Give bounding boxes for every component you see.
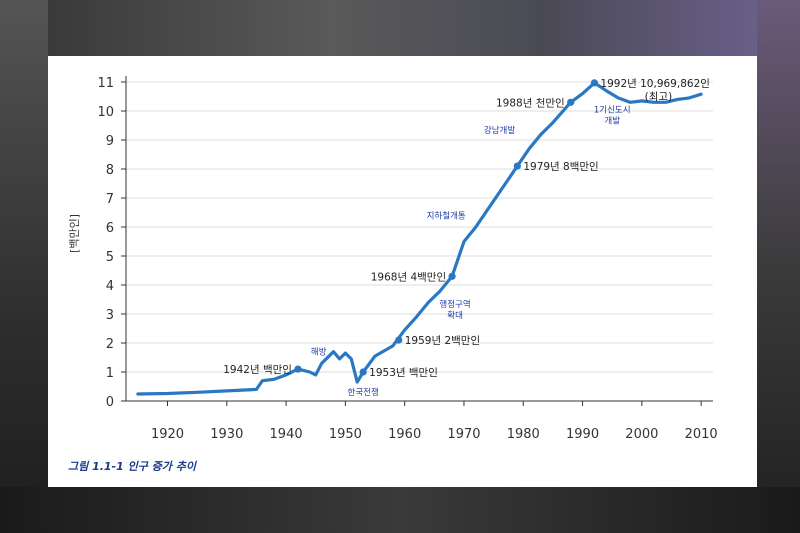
background-top — [48, 0, 757, 56]
background-right — [757, 0, 800, 533]
point-annotation: 1942년 백만인 — [223, 364, 292, 376]
data-point — [395, 336, 403, 344]
x-tick-label: 2000 — [625, 427, 658, 442]
event-label: 강남개발 — [484, 125, 515, 136]
event-label: 1기신도시 — [594, 105, 631, 115]
x-tick-label: 1940 — [270, 427, 303, 442]
x-tick-label: 1950 — [329, 427, 362, 442]
point-annotation: 1988년 천만인 — [496, 97, 565, 109]
data-point — [448, 272, 456, 280]
y-tick-label: 11 — [97, 76, 114, 91]
x-tick-label: 1970 — [447, 427, 480, 442]
y-tick-label: 9 — [106, 134, 114, 149]
y-axis-label: [백만인] — [68, 214, 81, 253]
x-tick-label: 1990 — [566, 427, 599, 442]
event-label-sub: 개발 — [604, 115, 620, 126]
figure-caption: 그림 1.1-1 인구 증가 추이 — [68, 460, 196, 473]
y-tick-label: 7 — [106, 192, 114, 207]
chart-card: 0 1 2 3 4 5 6 7 8 9 10 11 1920 1930 1940 1950 1960 1970 19… — [48, 56, 757, 487]
y-tick-label: 3 — [106, 308, 114, 323]
point-annotation: 1992년 10,969,862인 — [600, 78, 710, 90]
x-tick-label: 1930 — [210, 427, 243, 442]
data-point — [567, 98, 575, 106]
x-tick-label: 1920 — [151, 427, 184, 442]
y-tick-label: 2 — [106, 337, 114, 352]
y-tick-label: 0 — [106, 395, 114, 410]
point-annotation-sub: (최고) — [645, 91, 673, 103]
background-left — [0, 0, 48, 533]
event-label: 행정구역 — [439, 299, 470, 310]
point-annotation: 1979년 8백만인 — [523, 161, 598, 173]
event-label: 한국전쟁 — [348, 387, 379, 398]
data-point — [590, 79, 599, 87]
point-annotation: 1953년 백만인 — [369, 367, 438, 379]
x-tick-label: 1960 — [388, 427, 421, 442]
y-tick-label: 1 — [106, 366, 114, 381]
background-bottom — [0, 487, 800, 533]
y-tick-label: 4 — [106, 279, 114, 294]
event-label-sub: 확대 — [447, 310, 463, 321]
data-point — [513, 162, 521, 170]
point-annotation: 1968년 4백만인 — [371, 271, 446, 283]
population-line-chart: 0 1 2 3 4 5 6 7 8 9 10 11 1920 1930 1940 1950 1960 1970 19… — [68, 76, 718, 442]
event-label: 지하철개통 — [427, 210, 466, 221]
series-line — [136, 81, 703, 396]
point-annotation: 1959년 2백만인 — [405, 335, 480, 347]
y-tick-label: 10 — [97, 105, 114, 120]
y-tick-label: 8 — [106, 163, 114, 178]
y-tick-label: 6 — [106, 221, 114, 236]
x-tick-label: 1980 — [507, 427, 540, 442]
data-point — [294, 365, 302, 373]
x-tick-label: 2010 — [685, 427, 718, 442]
data-point — [359, 368, 367, 376]
event-label: 해방 — [311, 347, 327, 358]
y-tick-label: 5 — [106, 250, 114, 265]
